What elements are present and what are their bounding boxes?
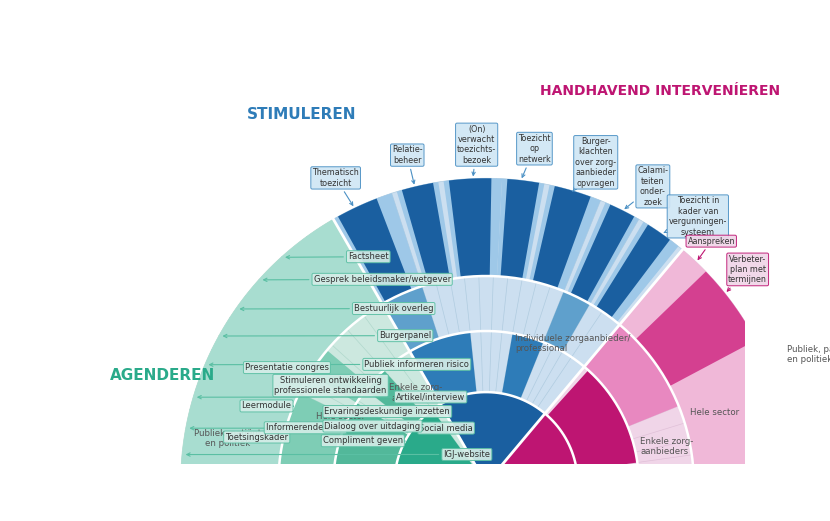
Text: Toezicht in
kader van
vergunningen-
systeem: Toezicht in kader van vergunningen- syst… — [664, 196, 727, 237]
Polygon shape — [394, 410, 486, 483]
Polygon shape — [338, 199, 412, 302]
Text: Bestuurlijke
boete: Bestuurlijke boete — [0, 520, 1, 521]
Polygon shape — [278, 304, 410, 483]
Text: Bevel: Bevel — [0, 520, 1, 521]
Polygon shape — [570, 205, 634, 302]
Polygon shape — [397, 182, 453, 285]
Text: IGJ-website: IGJ-website — [187, 450, 491, 459]
Polygon shape — [620, 250, 792, 483]
Text: Presentatie congres: Presentatie congres — [245, 363, 329, 372]
Polygon shape — [410, 331, 584, 414]
Polygon shape — [486, 414, 578, 483]
Text: Social media: Social media — [191, 424, 473, 432]
Polygon shape — [584, 325, 694, 483]
Polygon shape — [530, 185, 601, 291]
Text: Ervaringsdeskundige inzetten: Ervaringsdeskundige inzetten — [325, 407, 450, 416]
Polygon shape — [567, 203, 639, 304]
Text: Enkele zorg-
aanbieders: Enkele zorg- aanbieders — [641, 437, 694, 456]
Polygon shape — [636, 271, 756, 386]
Polygon shape — [334, 352, 440, 483]
Polygon shape — [366, 370, 425, 427]
Polygon shape — [310, 350, 369, 403]
Text: Aanspreken: Aanspreken — [687, 237, 735, 259]
Text: Hele sector: Hele sector — [690, 408, 739, 417]
Text: Leermodule: Leermodule — [242, 401, 294, 411]
Polygon shape — [545, 367, 639, 483]
Polygon shape — [620, 250, 792, 483]
Text: Bestuurlijk overleg: Bestuurlijk overleg — [241, 304, 433, 313]
Text: Publiek, patiënt
en politiek: Publiek, patiënt en politiek — [194, 429, 261, 448]
Text: Burgerpanel: Burgerpanel — [223, 331, 432, 340]
Text: Publiek informeren risico: Publiek informeren risico — [210, 360, 469, 369]
Text: Dialoog over uitdaging: Dialoog over uitdaging — [325, 421, 421, 430]
Polygon shape — [394, 404, 486, 483]
Text: Burger-
klachten
over zorg-
aanbieder
opvragen: Burger- klachten over zorg- aanbieder op… — [573, 137, 617, 192]
Polygon shape — [181, 219, 383, 483]
Polygon shape — [584, 325, 679, 427]
Text: HANDHAVEND INTERVENÍEREN: HANDHAVEND INTERVENÍEREN — [540, 83, 780, 97]
Text: AGENDEREN: AGENDEREN — [110, 368, 215, 383]
Text: Informerende brief: Informerende brief — [266, 423, 345, 432]
Polygon shape — [334, 193, 422, 304]
Text: Relatie-
beheer: Relatie- beheer — [392, 145, 422, 183]
Text: Artikel/interview: Artikel/interview — [198, 392, 466, 402]
Polygon shape — [383, 276, 620, 367]
Polygon shape — [596, 225, 670, 318]
Polygon shape — [440, 392, 545, 483]
Text: Strafrecht: Strafrecht — [0, 520, 1, 521]
Polygon shape — [486, 414, 578, 483]
Polygon shape — [544, 291, 590, 352]
Polygon shape — [548, 370, 637, 471]
Text: Stimuleren ontwikkeling
professionele standaarden: Stimuleren ontwikkeling professionele st… — [275, 376, 387, 395]
Text: Toezicht
op
netwerk: Toezicht op netwerk — [518, 134, 551, 177]
Text: Verbeter-
plan met
termijnen: Verbeter- plan met termijnen — [727, 255, 767, 291]
Polygon shape — [500, 179, 540, 279]
Text: STIMULEREN: STIMULEREN — [247, 107, 356, 122]
Polygon shape — [402, 183, 450, 284]
Text: Factsheet: Factsheet — [286, 252, 388, 261]
Text: Individuele zorgaanbieder/
professional: Individuele zorgaanbieder/ professional — [515, 333, 631, 353]
Text: Enkele zorg-
aanbieders: Enkele zorg- aanbieders — [389, 383, 442, 403]
Text: (On)
verwacht
toezichts-
bezoek: (On) verwacht toezichts- bezoek — [457, 125, 496, 176]
Polygon shape — [497, 179, 544, 280]
Polygon shape — [440, 392, 545, 483]
Polygon shape — [533, 186, 591, 289]
Polygon shape — [279, 393, 349, 478]
Polygon shape — [443, 178, 502, 278]
Text: Verscherpt
toezicht: Verscherpt toezicht — [0, 520, 1, 521]
Text: Calami-
teiten
onder-
zoek: Calami- teiten onder- zoek — [625, 166, 668, 208]
Polygon shape — [383, 286, 439, 352]
Polygon shape — [593, 222, 678, 322]
Text: Publiek, patiënt
en politiek: Publiek, patiënt en politiek — [788, 345, 830, 364]
Text: Thematisch
toezicht: Thematisch toezicht — [312, 168, 359, 205]
Polygon shape — [410, 332, 476, 404]
Text: Gesprek beleidsmaker/wetgever: Gesprek beleidsmaker/wetgever — [264, 275, 451, 284]
Polygon shape — [449, 178, 491, 278]
Text: Toetsingskader: Toetsingskader — [225, 432, 288, 441]
Polygon shape — [181, 219, 383, 483]
Text: Hele sector: Hele sector — [316, 412, 365, 420]
Polygon shape — [502, 333, 544, 399]
Polygon shape — [334, 178, 682, 325]
Text: Compliment geven: Compliment geven — [323, 436, 405, 445]
Text: Tuchtrecht: Tuchtrecht — [0, 520, 1, 521]
Polygon shape — [334, 403, 408, 480]
